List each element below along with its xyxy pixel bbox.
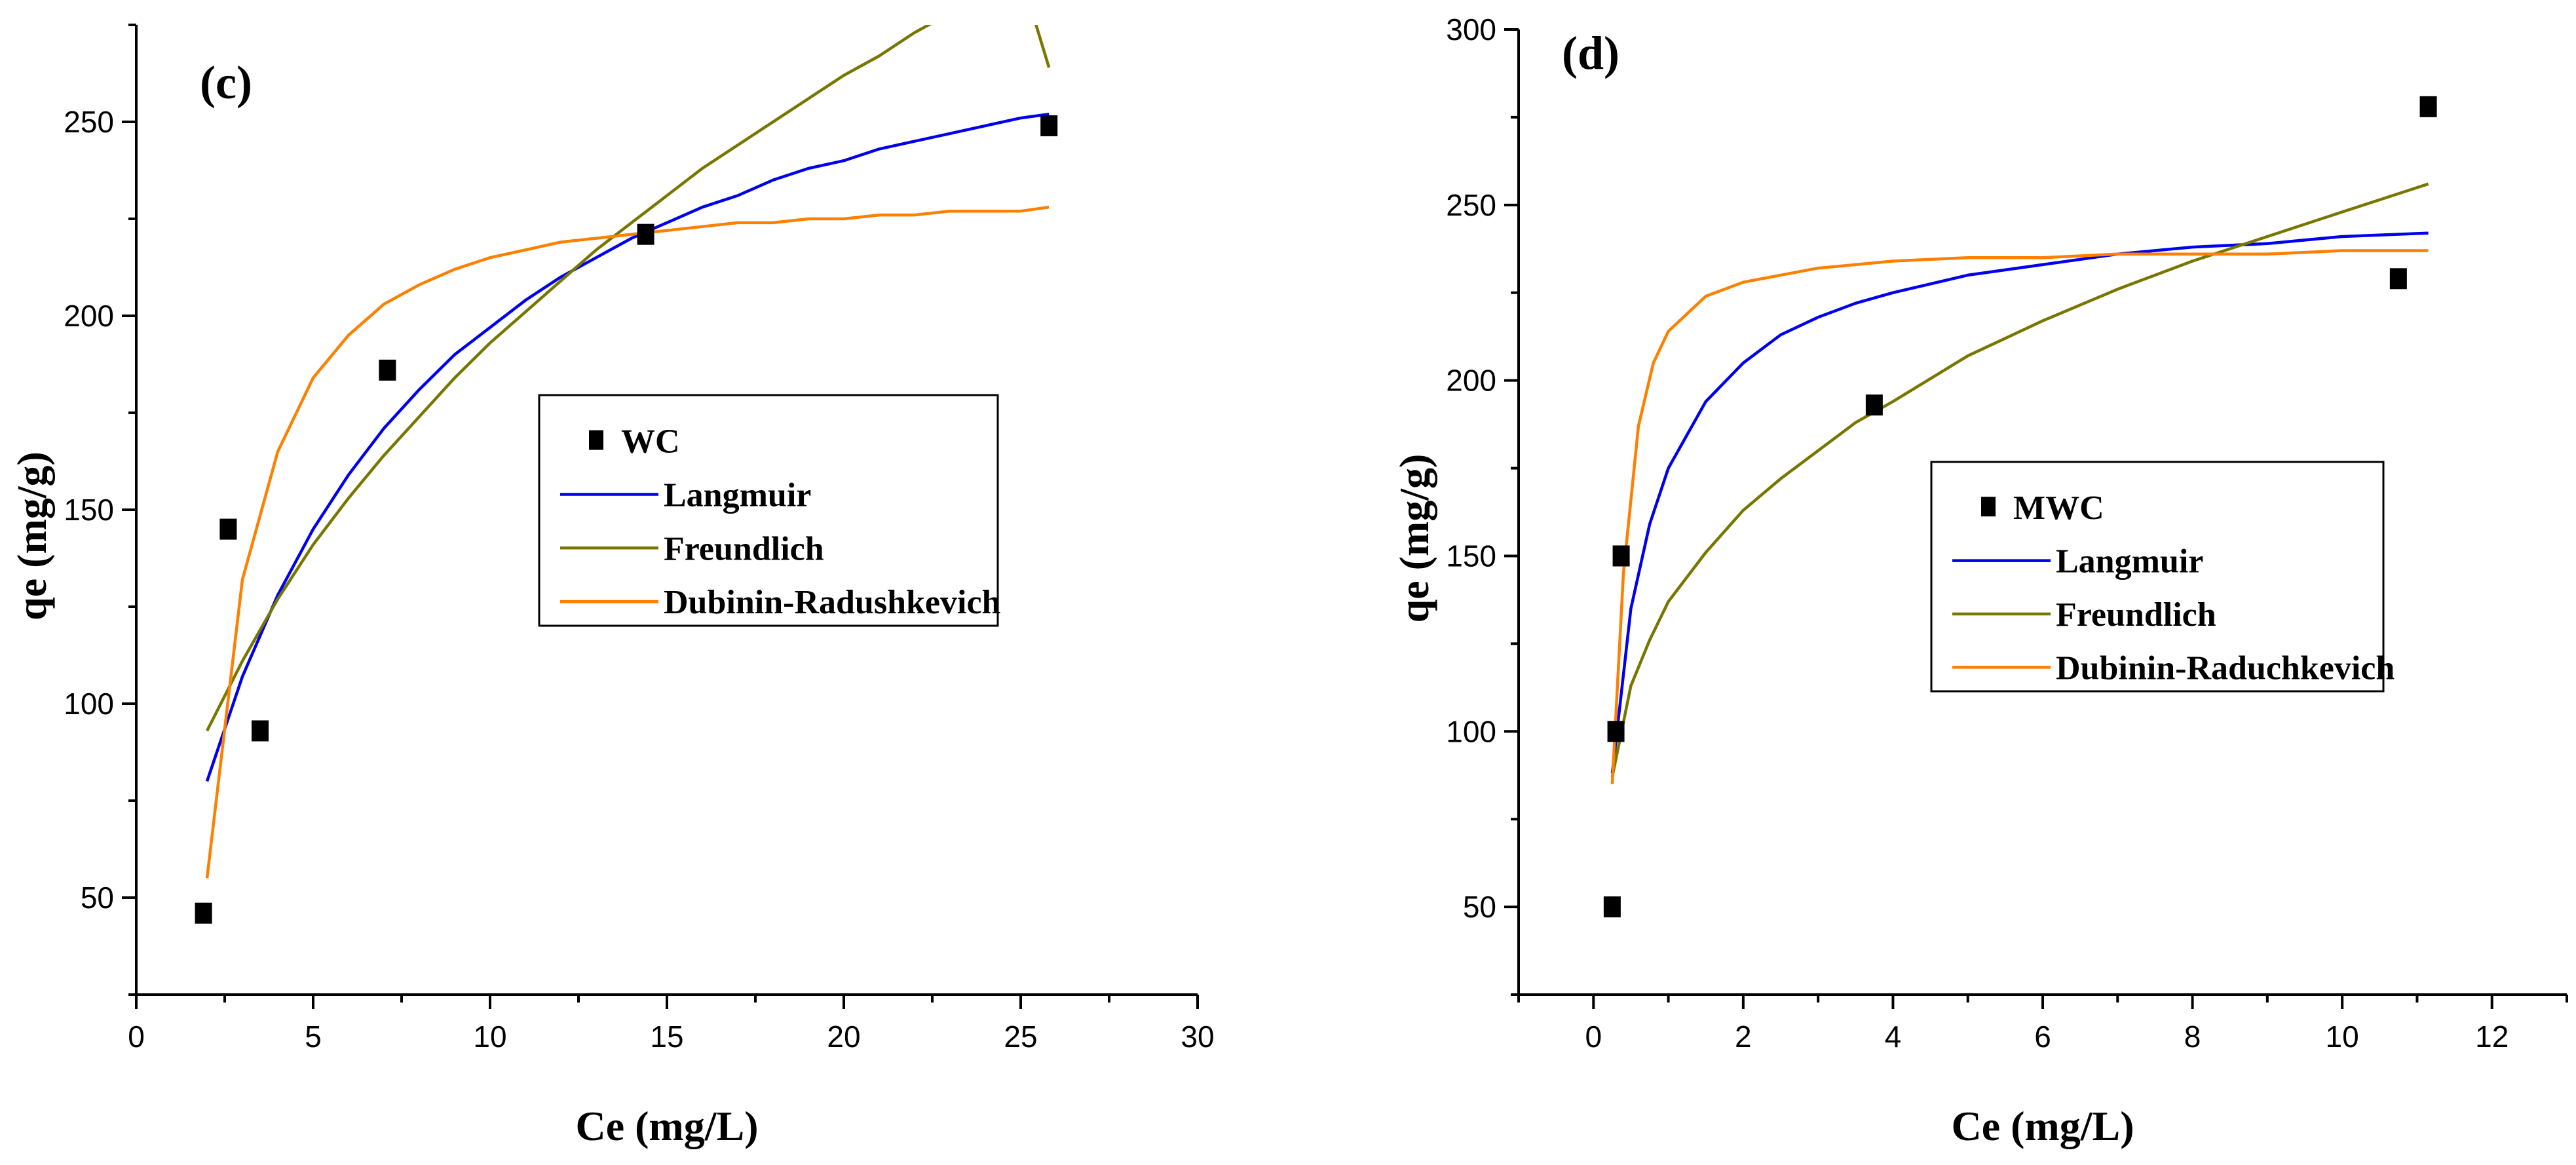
- data-point: [2389, 268, 2407, 290]
- x-tick-label: 15: [650, 1020, 683, 1054]
- y-tick-label: 50: [1463, 890, 1496, 924]
- data-point: [1603, 896, 1621, 918]
- y-axis-title: qe (mg/g): [1391, 454, 1437, 623]
- legend-label: Langmuir: [2056, 543, 2203, 581]
- series-line-dubinin-radushkevich: [205, 205, 1050, 879]
- data-point: [1607, 721, 1625, 742]
- legend-label: Dubinin-Raduchkevich: [2056, 649, 2395, 687]
- series-line-langmuir: [205, 112, 1050, 782]
- y-axis-title: qe (mg/g): [9, 451, 55, 621]
- y-tick-label: 100: [64, 687, 114, 721]
- x-tick-label: 20: [827, 1020, 860, 1054]
- series-line-dubinin-raduchkevich: [1610, 249, 2429, 784]
- y-tick-label: 150: [64, 493, 114, 527]
- series-line-freundlich: [205, 25, 1051, 732]
- legend-label: Dubinin-Radushkevich: [664, 584, 1001, 621]
- y-tick-label: 150: [1446, 539, 1496, 573]
- x-tick-label: 8: [2184, 1020, 2201, 1054]
- x-axis-title: Ce (mg/L): [575, 1103, 758, 1149]
- y-tick-label: 200: [1446, 364, 1496, 398]
- y-tick-label: 50: [81, 881, 114, 915]
- y-tick-label: 200: [64, 299, 114, 333]
- x-tick-label: 5: [305, 1020, 322, 1054]
- y-tick-label: 100: [1446, 714, 1496, 748]
- legend-label: WC: [621, 423, 680, 461]
- legend-marker-square: [1981, 497, 1996, 517]
- panel-label: (d): [1562, 27, 1619, 79]
- x-tick-label: 10: [2326, 1020, 2359, 1054]
- x-tick-label: 6: [2034, 1020, 2051, 1054]
- data-point: [252, 720, 269, 742]
- x-axis-title: Ce (mg/L): [1951, 1103, 2134, 1149]
- legend-label: Freundlich: [2056, 596, 2216, 634]
- x-tick-label: 0: [1585, 1020, 1602, 1054]
- legend-box: [538, 394, 999, 627]
- legend-label: Freundlich: [664, 530, 824, 567]
- legend-label: MWC: [2013, 489, 2104, 527]
- x-tick-label: 4: [1885, 1020, 1902, 1054]
- y-tick-label: 250: [1446, 188, 1496, 222]
- data-point: [637, 223, 654, 245]
- x-tick-label: 10: [473, 1020, 506, 1054]
- x-tick-label: 12: [2475, 1020, 2509, 1054]
- data-point: [1612, 545, 1630, 567]
- legend: WC Langmuir Freundlich Dubinin-Radushkevich: [538, 394, 1001, 627]
- chart-panel-c: 0 5 10 15 20 25 30 50 100 150 200 250 Ce (mg/L) qe (m…: [9, 24, 1215, 1149]
- series-line-langmuir: [1610, 231, 2429, 774]
- y-tick-label: 250: [64, 105, 114, 139]
- panel-label: (c): [200, 56, 252, 109]
- data-point: [2419, 96, 2437, 117]
- data-point: [1865, 394, 1883, 416]
- chart-panel-d: 0 2 4 6 8 10 12 50 100 150 200 250 300 Ce (mg/L) qe (m…: [1391, 12, 2568, 1149]
- legend-box: [1930, 461, 2385, 693]
- x-tick-label: 2: [1735, 1020, 1752, 1054]
- data-point: [1040, 115, 1058, 136]
- x-tick-label: 30: [1181, 1020, 1214, 1054]
- legend-label: Langmuir: [664, 476, 811, 514]
- legend: MWC Langmuir Freundlich Dubinin-Raduchkevic…: [1930, 461, 2395, 693]
- data-point: [219, 518, 237, 540]
- x-tick-label: 0: [128, 1020, 145, 1054]
- data-point: [195, 902, 212, 924]
- x-tick-label: 25: [1004, 1020, 1037, 1054]
- data-point: [379, 359, 396, 381]
- legend-marker-square: [589, 430, 603, 450]
- y-tick-label: 300: [1446, 12, 1496, 47]
